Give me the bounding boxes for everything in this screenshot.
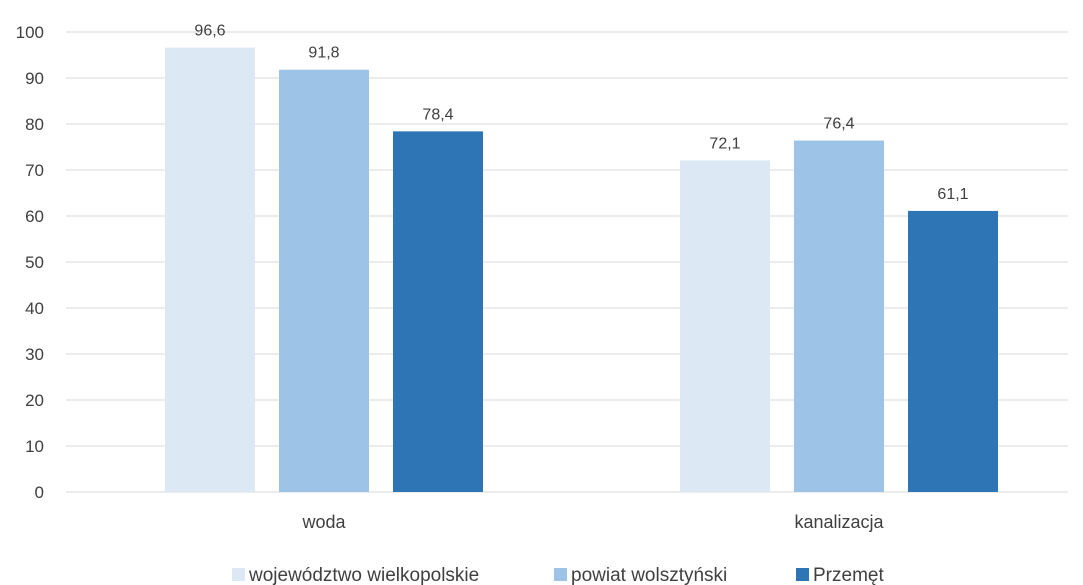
legend-label: powiat wolsztyński	[571, 565, 727, 585]
category-label-woda: woda	[301, 512, 346, 532]
y-tick-label: 0	[35, 483, 44, 502]
y-tick-label: 50	[25, 253, 44, 272]
legend-label: województwo wielkopolskie	[248, 565, 479, 585]
bars	[165, 47, 998, 493]
data-label: 61,1	[937, 186, 968, 203]
y-tick-label: 20	[25, 391, 44, 410]
data-label: 78,4	[422, 106, 453, 123]
data-labels: 96,6 91,8 78,4 72,1 76,4 61,1	[194, 23, 968, 203]
y-tick-label: 90	[25, 69, 44, 88]
bar-woda-1	[279, 69, 369, 492]
legend-swatch	[554, 568, 567, 581]
y-tick-label: 100	[16, 23, 44, 42]
y-tick-label: 80	[25, 115, 44, 134]
data-label: 96,6	[194, 23, 225, 40]
legend-label: Przemęt	[813, 565, 884, 585]
category-labels: woda kanalizacja	[301, 512, 884, 532]
legend: województwo wielkopolskie powiat wolsztyń…	[232, 565, 884, 585]
y-tick-label: 70	[25, 161, 44, 180]
bar-kanalizacja-0	[680, 160, 770, 492]
y-axis-tick-labels: 0 10 20 30 40 50 60 70 80 90 100	[16, 23, 44, 502]
bar-woda-0	[165, 47, 255, 492]
bar-kanalizacja-2	[908, 210, 998, 492]
legend-swatch	[796, 568, 809, 581]
data-label: 91,8	[308, 45, 339, 62]
bar-woda-2	[393, 131, 483, 493]
y-tick-label: 60	[25, 207, 44, 226]
y-tick-label: 10	[25, 437, 44, 456]
y-tick-label: 40	[25, 299, 44, 318]
data-label: 72,1	[709, 135, 740, 152]
legend-swatch	[232, 568, 245, 581]
data-label: 76,4	[823, 116, 854, 133]
category-label-kanalizacja: kanalizacja	[794, 512, 884, 532]
bar-kanalizacja-1	[794, 140, 884, 492]
y-tick-label: 30	[25, 345, 44, 364]
